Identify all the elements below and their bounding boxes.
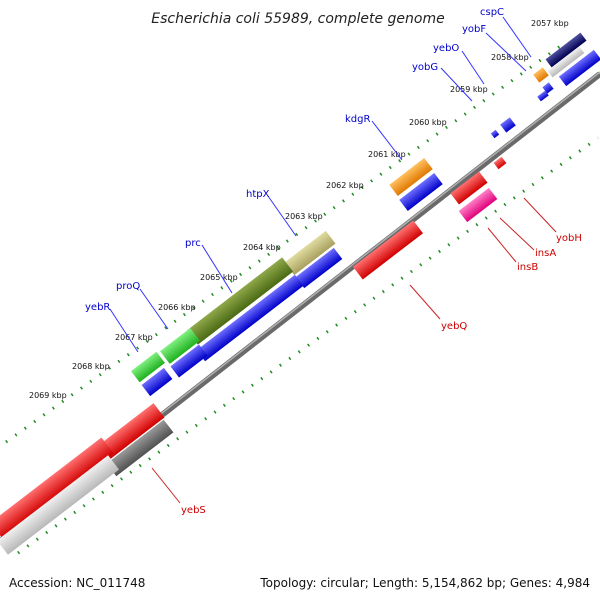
scale-label: 2058 kbp <box>491 53 529 62</box>
gene-label-htpx: htpX <box>246 189 270 200</box>
gene-label-insb: insB <box>517 262 538 273</box>
gene-label-yebr: yebR <box>85 302 110 313</box>
scale-label: 2059 kbp <box>450 85 488 94</box>
gene-block-yobg <box>500 117 516 133</box>
scale-labels: 2057 kbp 2058 kbp 2059 kbp 2060 kbp 2061… <box>29 19 569 400</box>
scale-label: 2057 kbp <box>531 19 569 28</box>
accession-text: Accession: NC_011748 <box>9 576 145 590</box>
genome-summary-text: Topology: circular; Length: 5,154,862 bp… <box>259 576 590 590</box>
map-title: Escherichia coli 55989, complete genome <box>151 11 444 27</box>
gene-block-kdgr <box>389 158 433 196</box>
gene-label-yobf: yobF <box>462 24 486 35</box>
gene-label-yobh: yobH <box>556 233 582 244</box>
inner-tick-row <box>17 136 599 555</box>
gene-label-yobg: yobG <box>412 62 438 73</box>
gene-label-yebs: yebS <box>181 505 206 516</box>
gene-block-insb <box>458 187 498 223</box>
reverse-gene-labels: yobH insA insB yebQ yebS <box>151 197 582 516</box>
outer-tick-row <box>5 40 567 444</box>
gene-block-cspc <box>533 67 549 83</box>
scale-label: 2062 kbp <box>326 181 364 190</box>
scale-label: 2063 kbp <box>285 212 323 221</box>
scale-label: 2065 kbp <box>200 273 238 282</box>
gene-blocks <box>0 32 600 555</box>
gene-label-insa: insA <box>535 248 556 259</box>
forward-gene-labels: cspC yobF yebO yobG kdgR htpX prc proQ y… <box>85 7 532 353</box>
scale-label: 2060 kbp <box>409 118 447 127</box>
gene-label-yebo: yebO <box>433 43 459 54</box>
scale-label: 2069 kbp <box>29 391 67 400</box>
scale-label: 2061 kbp <box>368 150 406 159</box>
gene-label-yebq: yebQ <box>441 321 467 332</box>
gene-block-cspc-track <box>545 32 587 68</box>
gene-label-cspc: cspC <box>480 7 504 18</box>
gene-block-proq <box>160 328 200 364</box>
gene-label-kdgr: kdgR <box>345 114 370 125</box>
scale-label: 2066 kbp <box>158 303 196 312</box>
gene-block-yebq <box>352 220 424 280</box>
scale-label: 2064 kbp <box>243 243 281 252</box>
gene-block-yebs <box>99 403 165 459</box>
gene-block-yebo <box>537 90 549 102</box>
scale-label: 2068 kbp <box>72 362 110 371</box>
gene-label-prc: prc <box>185 238 201 249</box>
scale-label: 2067 kbp <box>115 333 153 342</box>
gene-block-yebr <box>131 351 165 383</box>
gene-block-htpx <box>284 230 336 276</box>
gene-block-prc <box>186 257 294 345</box>
gene-label-proq: proQ <box>116 281 140 292</box>
